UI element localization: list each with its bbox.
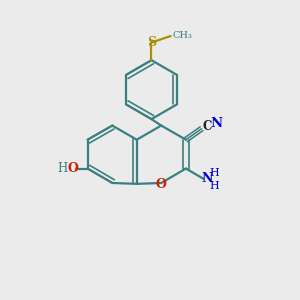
Text: O: O [68,162,78,175]
Text: S: S [147,36,156,49]
Text: H: H [210,168,220,178]
Text: H: H [210,181,220,191]
Text: O: O [156,178,167,191]
Text: CH₃: CH₃ [172,31,192,40]
Text: N: N [210,117,222,130]
Text: H: H [58,162,68,175]
Text: N: N [201,172,213,185]
Text: C: C [202,121,212,134]
